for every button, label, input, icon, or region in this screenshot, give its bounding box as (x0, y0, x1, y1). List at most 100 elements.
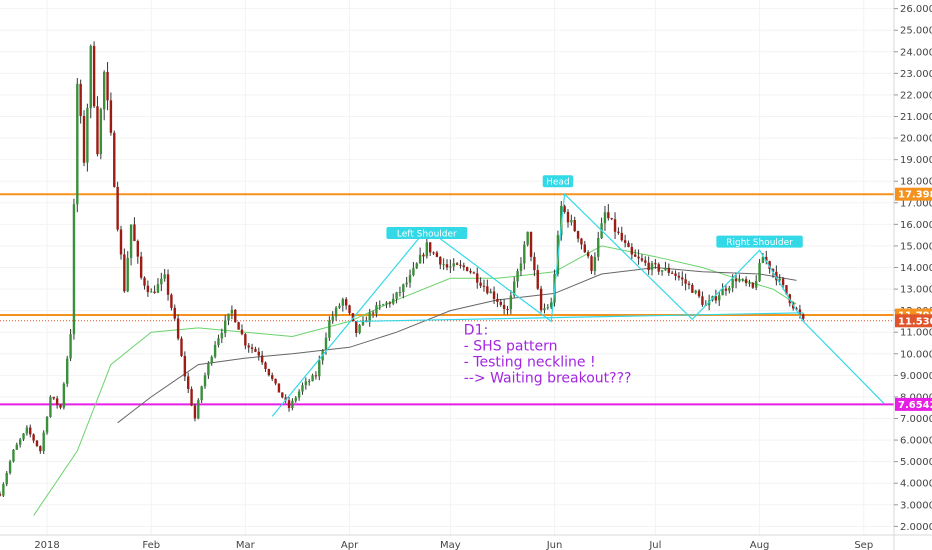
candle-body (69, 334, 72, 359)
candle-body (637, 256, 640, 259)
y-tick-label: 6.0000 (900, 436, 932, 447)
candle-body (324, 337, 328, 351)
candle-body (758, 263, 761, 282)
y-tick-label: 24.0000 (900, 47, 932, 58)
candle-body (72, 204, 76, 335)
y-tick-label: 19.0000 (900, 155, 932, 166)
y-tick-label: 26.0000 (900, 4, 932, 15)
candle-body (593, 256, 597, 271)
candle-body (623, 240, 627, 243)
candle-body (119, 229, 123, 255)
x-tick-label: Sep (854, 540, 873, 550)
candle-body (765, 256, 768, 262)
candle-body (496, 298, 499, 302)
candle-body (109, 100, 113, 133)
candle-body (146, 285, 150, 293)
candle-body (462, 265, 466, 268)
x-tick-label: May (440, 540, 461, 550)
candle-body (29, 427, 32, 435)
candle-body (193, 405, 197, 419)
candle-body (331, 316, 334, 321)
candle-body (304, 381, 308, 386)
candle-body (277, 383, 281, 393)
candle-body (748, 282, 751, 284)
candle-body (348, 305, 351, 314)
candle-body (96, 106, 99, 155)
candle-body (227, 313, 230, 321)
candle-body (728, 287, 731, 291)
candle-body (506, 308, 509, 310)
shs-pattern-labels: Left Shoulder Head Right Shoulder (386, 175, 803, 248)
candle-body (449, 266, 452, 268)
candle-body (476, 273, 479, 283)
y-tick-label: 23.0000 (900, 69, 932, 80)
candle-body (12, 449, 15, 462)
candle-body (129, 224, 133, 258)
candle-body (795, 308, 798, 310)
y-tick-label: 17.0000 (900, 198, 932, 209)
x-tick-label: Aug (750, 540, 770, 550)
x-tick-label: Jul (648, 540, 661, 550)
candle-body (223, 320, 227, 334)
candle-body (597, 238, 600, 257)
candle-body (153, 291, 156, 293)
price-badge-label: 7.6542 (898, 400, 932, 411)
candle-body (610, 218, 613, 220)
candle-body (465, 267, 469, 271)
pattern-label: Left Shoulder (397, 229, 457, 239)
candle-body (647, 262, 650, 271)
price-badge (895, 314, 932, 328)
pattern-label-bg (716, 235, 803, 248)
candle-body (586, 252, 590, 257)
candle-body (160, 278, 163, 285)
candle-body (499, 301, 502, 305)
candle-body (395, 292, 398, 299)
candle-body (136, 240, 139, 257)
candle-body (677, 275, 681, 278)
candle-body (106, 71, 109, 101)
candle-body (341, 299, 345, 306)
candle-body (32, 434, 35, 441)
candle-body (751, 282, 755, 288)
candle-body (79, 83, 82, 116)
candle-body (718, 295, 721, 301)
candle-body (52, 396, 55, 399)
candle-body (771, 269, 775, 272)
moving-average-line (117, 266, 797, 424)
candle-body (371, 312, 375, 314)
candle-body (657, 264, 660, 272)
y-tick-label: 14.0000 (900, 263, 932, 274)
candle-body (180, 338, 183, 356)
candle-body (469, 270, 472, 273)
candle-body (684, 279, 687, 284)
candle-body (200, 386, 203, 401)
candle-body (425, 242, 429, 257)
candle-body (2, 484, 5, 496)
candle-body (49, 396, 52, 417)
candle-body (627, 242, 630, 248)
candle-body (583, 244, 586, 253)
candle-body (25, 427, 29, 434)
candle-body (546, 307, 550, 309)
candle-body (143, 277, 146, 286)
price-badge-label: 11.5302 (898, 316, 932, 327)
candle-body (244, 334, 247, 346)
candle-body (667, 267, 671, 273)
candle-body (35, 440, 39, 447)
candle-body (59, 404, 62, 408)
candle-body (207, 362, 210, 376)
candle-body (297, 391, 301, 398)
candle-body (264, 362, 267, 370)
candle-body (355, 321, 358, 333)
candle-body (314, 375, 318, 377)
pattern-label-bg (542, 175, 574, 188)
candle-body (213, 345, 217, 357)
candle-body (5, 472, 8, 485)
candle-body (738, 279, 741, 282)
y-tick-label: 18.0000 (900, 177, 932, 188)
candle-body (566, 211, 570, 223)
candle-body (173, 307, 176, 319)
candle-body (664, 267, 667, 271)
candle-body (22, 433, 25, 440)
